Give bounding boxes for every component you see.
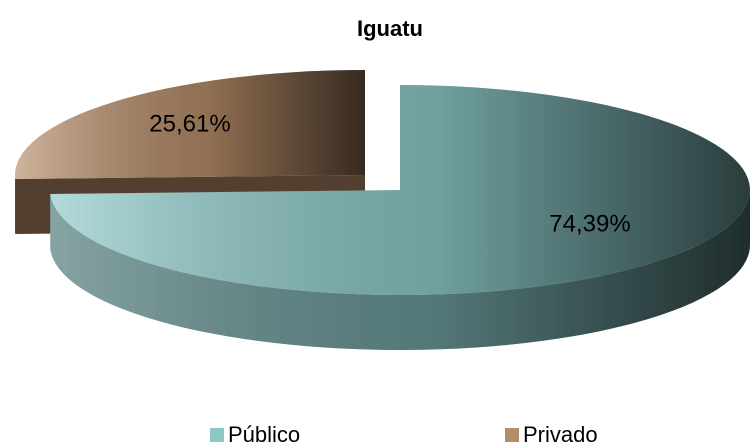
slice-shade — [15, 70, 365, 180]
slice-shade — [50, 85, 751, 295]
legend-label: Público — [228, 422, 300, 447]
legend-swatch — [505, 428, 519, 442]
slice-side-dark — [50, 190, 750, 350]
legend-label: Privado — [523, 422, 598, 447]
slice-side-shade — [50, 190, 750, 350]
data-label: 74,39% — [549, 210, 630, 237]
legend-swatch — [210, 428, 224, 442]
chart-title: Iguatu — [357, 16, 423, 41]
data-label: 25,61% — [149, 110, 230, 137]
